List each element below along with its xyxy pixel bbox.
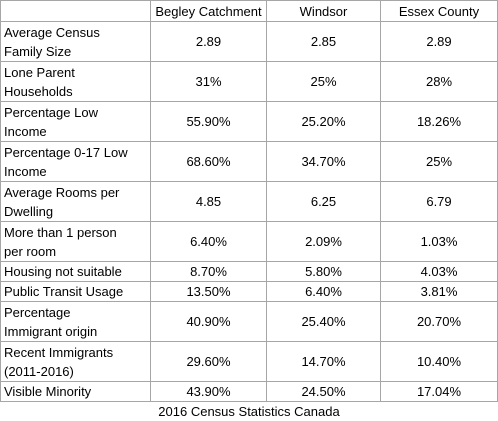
row-label-line: Percentage	[4, 304, 71, 320]
value-cell: 28%	[380, 61, 498, 102]
column-header: Essex County	[380, 0, 498, 22]
value-cell: 34.70%	[266, 141, 381, 182]
row-label-line: Income	[4, 123, 47, 139]
value-cell: 6.40%	[150, 221, 267, 262]
data-row: Recent Immigrants (2011-2016) 29.60% 14.70%…	[0, 341, 498, 382]
row-label: More than 1 person per room	[0, 221, 151, 262]
row-label-line: Public Transit Usage	[4, 284, 124, 299]
row-label: Percentage Immigrant origin	[0, 301, 151, 342]
data-row: More than 1 person per room 6.40% 2.09% 1.03…	[0, 221, 498, 262]
value-cell: 14.70%	[266, 341, 381, 382]
data-row: Housing not suitable 8.70% 5.80% 4.03%	[0, 261, 498, 282]
value-cell: 2.85	[266, 21, 381, 62]
value-cell: 6.40%	[266, 281, 381, 302]
row-label-line: Recent Immigrants	[4, 344, 114, 360]
header-row: Begley Catchment Windsor Essex County	[0, 0, 498, 22]
value-cell: 18.26%	[380, 101, 498, 142]
row-label-line: Dwelling	[4, 203, 54, 219]
data-row: Lone Parent Households 31% 25% 28%	[0, 61, 498, 102]
value-cell: 24.50%	[266, 381, 381, 402]
row-label-line: Percentage 0-17 Low	[4, 144, 128, 160]
value-cell: 6.25	[266, 181, 381, 222]
row-label-line: Immigrant origin	[4, 323, 98, 339]
value-cell: 20.70%	[380, 301, 498, 342]
row-label: Average Census Family Size	[0, 21, 151, 62]
row-label-line: Households	[4, 83, 73, 99]
row-label: Visible Minority	[0, 381, 151, 402]
value-cell: 31%	[150, 61, 267, 102]
value-cell: 2.89	[150, 21, 267, 62]
value-cell: 68.60%	[150, 141, 267, 182]
value-cell: 25%	[380, 141, 498, 182]
value-cell: 4.03%	[380, 261, 498, 282]
value-cell: 55.90%	[150, 101, 267, 142]
row-label-line: Lone Parent	[4, 64, 75, 80]
value-cell: 25%	[266, 61, 381, 102]
row-label: Public Transit Usage	[0, 281, 151, 302]
value-cell: 10.40%	[380, 341, 498, 382]
value-cell: 3.81%	[380, 281, 498, 302]
value-cell: 25.40%	[266, 301, 381, 342]
data-row: Percentage 0-17 Low Income 68.60% 34.70% 25%	[0, 141, 498, 182]
row-label: Lone Parent Households	[0, 61, 151, 102]
value-cell: 2.09%	[266, 221, 381, 262]
data-row: Percentage Low Income 55.90% 25.20% 18.26%	[0, 101, 498, 142]
value-cell: 4.85	[150, 181, 267, 222]
column-header: Windsor	[266, 0, 381, 22]
value-cell: 1.03%	[380, 221, 498, 262]
row-label-line: More than 1 person	[4, 224, 117, 240]
footer-note: 2016 Census Statistics Canada	[158, 404, 340, 419]
row-label: Average Rooms per Dwelling	[0, 181, 151, 222]
row-label-line: Family Size	[4, 43, 72, 59]
value-cell: 43.90%	[150, 381, 267, 402]
value-cell: 2.89	[380, 21, 498, 62]
row-label-line: Average Rooms per	[4, 184, 120, 200]
row-label: Housing not suitable	[0, 261, 151, 282]
data-row: Average Census Family Size 2.89 2.85 2.89	[0, 21, 498, 62]
row-label-line: Percentage Low	[4, 104, 98, 120]
value-cell: 40.90%	[150, 301, 267, 342]
data-row: Average Rooms per Dwelling 4.85 6.25 6.79	[0, 181, 498, 222]
data-row: Public Transit Usage 13.50% 6.40% 3.81%	[0, 281, 498, 302]
row-label: Percentage Low Income	[0, 101, 151, 142]
row-label-line: Average Census	[4, 24, 100, 40]
value-cell: 17.04%	[380, 381, 498, 402]
value-cell: 6.79	[380, 181, 498, 222]
row-label: Percentage 0-17 Low Income	[0, 141, 151, 182]
column-header: Begley Catchment	[150, 0, 267, 22]
data-row: Visible Minority 43.90% 24.50% 17.04%	[0, 381, 498, 402]
row-label-line: Housing not suitable	[4, 264, 122, 279]
row-label-line: Income	[4, 163, 47, 179]
corner-cell	[0, 0, 151, 22]
row-label-line: per room	[4, 243, 57, 259]
value-cell: 25.20%	[266, 101, 381, 142]
value-cell: 13.50%	[150, 281, 267, 302]
row-label-line: (2011-2016)	[4, 363, 74, 379]
value-cell: 29.60%	[150, 341, 267, 382]
value-cell: 8.70%	[150, 261, 267, 282]
value-cell: 5.80%	[266, 261, 381, 282]
footer-row: 2016 Census Statistics Canada	[1, 402, 498, 421]
data-row: Percentage Immigrant origin 40.90% 25.40% 20…	[0, 301, 498, 342]
row-label: Recent Immigrants (2011-2016)	[0, 341, 151, 382]
row-label-line: Visible Minority	[4, 384, 92, 399]
